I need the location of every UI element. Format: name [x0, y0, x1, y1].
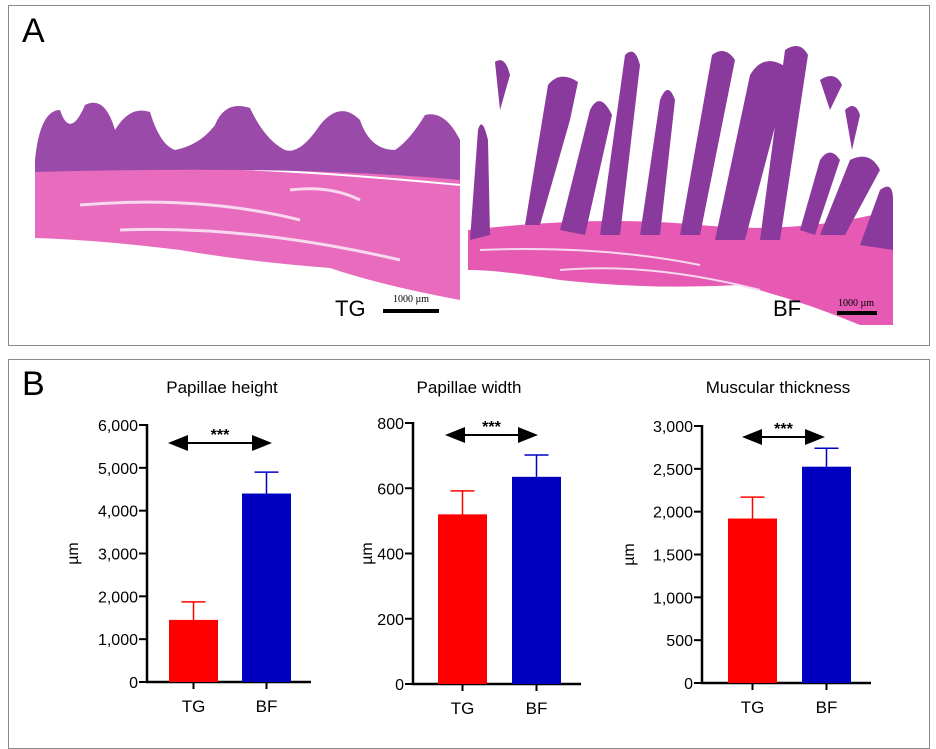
arrowhead-left-icon — [168, 435, 188, 451]
y-tick-label: 0 — [129, 675, 138, 692]
y-tick-label: 1,500 — [653, 548, 693, 565]
chart-title: Muscular thickness — [706, 378, 851, 397]
y-tick-label: 2,500 — [653, 462, 693, 479]
arrowhead-right-icon — [252, 435, 272, 451]
bar-tg — [728, 518, 777, 683]
y-tick-label: 600 — [377, 481, 404, 498]
y-tick-label: 3,000 — [653, 419, 693, 436]
significance-annotation: *** — [774, 421, 793, 438]
y-tick-label: 2,000 — [653, 505, 693, 522]
x-tick-label: TG — [182, 697, 206, 716]
bf-scale-bar-text: 1000 µm — [838, 298, 875, 309]
bf-scale-bar — [837, 311, 877, 315]
y-axis-label: µm — [621, 543, 638, 566]
y-axis-label: µm — [359, 542, 376, 565]
y-tick-label: 4,000 — [98, 504, 138, 521]
arrowhead-left-icon — [445, 427, 465, 443]
x-tick-label: TG — [451, 699, 475, 718]
y-tick-label: 500 — [666, 633, 693, 650]
bf-image-label: BF — [773, 296, 802, 321]
x-tick-label: BF — [526, 699, 548, 718]
x-tick-label: BF — [816, 698, 838, 717]
y-tick-label: 2,000 — [98, 589, 138, 606]
bar-bf — [802, 466, 851, 683]
tg-scale-bar — [383, 309, 439, 313]
bar-tg — [169, 619, 218, 682]
y-tick-label: 3,000 — [98, 547, 138, 564]
tg-histology-image — [34, 102, 461, 300]
x-tick-label: BF — [256, 697, 278, 716]
arrowhead-right-icon — [805, 429, 825, 445]
bar-tg — [438, 514, 487, 684]
bf-histology-image — [468, 46, 893, 325]
y-tick-label: 1,000 — [98, 632, 138, 649]
y-tick-label: 0 — [395, 677, 404, 694]
bar-bf — [242, 493, 291, 682]
bar-bf — [512, 476, 561, 684]
y-tick-label: 5,000 — [98, 461, 138, 478]
x-tick-label: TG — [741, 698, 765, 717]
significance-annotation: *** — [482, 419, 501, 436]
tg-image-label: TG — [335, 296, 366, 321]
chart-title: Papillae height — [166, 378, 278, 397]
y-tick-label: 0 — [684, 676, 693, 693]
panel-a — [8, 5, 930, 346]
significance-annotation: *** — [211, 427, 230, 444]
arrowhead-left-icon — [742, 429, 762, 445]
tg-scale-bar-text: 1000 µm — [393, 294, 430, 305]
y-tick-label: 6,000 — [98, 418, 138, 435]
chart-title: Papillae width — [417, 378, 522, 397]
y-tick-label: 1,000 — [653, 590, 693, 607]
y-tick-label: 200 — [377, 612, 404, 629]
arrowhead-right-icon — [518, 427, 538, 443]
y-tick-label: 800 — [377, 416, 404, 433]
panel-b-label: B — [22, 365, 45, 403]
y-tick-label: 400 — [377, 547, 404, 564]
y-axis-label: µm — [65, 542, 82, 565]
panel-a-label: A — [22, 12, 45, 50]
